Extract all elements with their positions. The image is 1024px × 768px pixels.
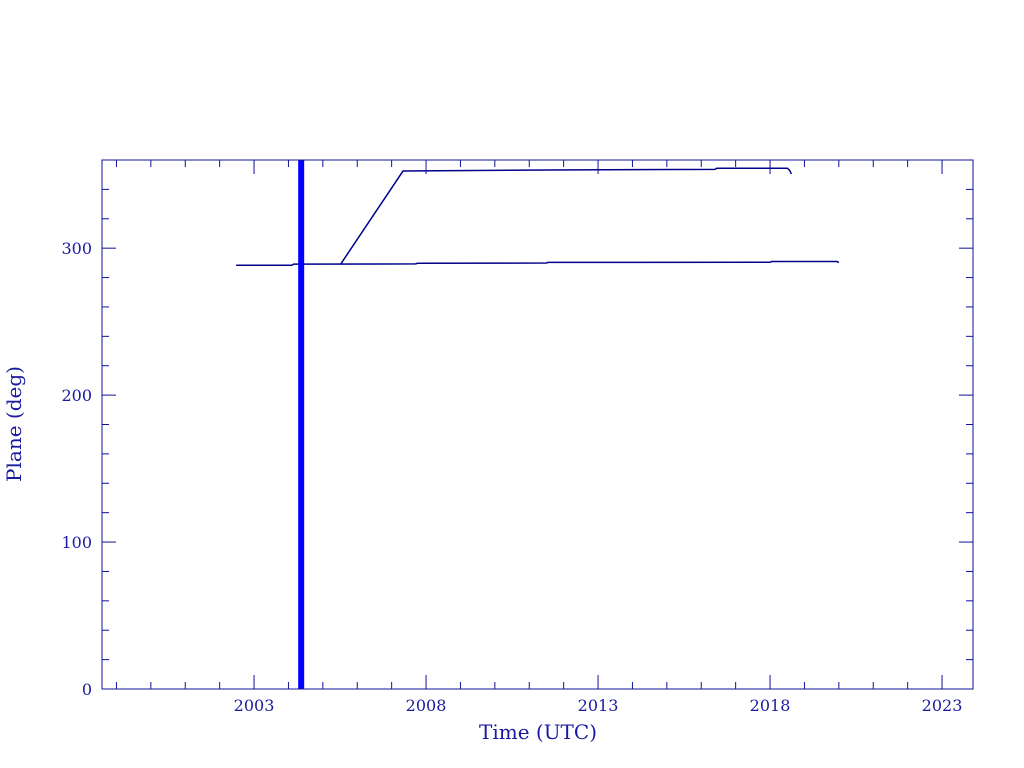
x-tick-label: 2023: [922, 696, 963, 715]
y-tick-label: 200: [61, 386, 92, 405]
plot-frame: [101, 159, 974, 690]
x-tick-label: 2013: [578, 696, 619, 715]
y-tick-label: 300: [61, 239, 92, 258]
series-line-1: [236, 260, 840, 266]
y-tick-label: 0: [82, 680, 92, 699]
y-axis-label: Plane (deg): [2, 366, 26, 482]
x-axis-label: Time (UTC): [479, 720, 597, 744]
y-tick-label: 100: [61, 533, 92, 552]
x-tick-label: 2003: [234, 696, 275, 715]
x-tick-label: 2018: [750, 696, 791, 715]
x-tick-label: 2008: [406, 696, 447, 715]
series-line-2: [340, 167, 793, 265]
